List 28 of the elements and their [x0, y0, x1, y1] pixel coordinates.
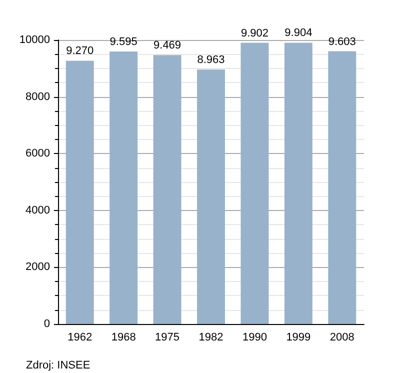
data-label: 9.469 — [154, 40, 182, 52]
y-tick-label: 10000 — [19, 34, 50, 46]
x-tick-label: 1999 — [286, 332, 311, 344]
y-tick-label: 6000 — [26, 148, 50, 160]
y-tick-label: 8000 — [26, 90, 50, 103]
bar — [284, 42, 312, 324]
bar — [66, 60, 94, 324]
x-tick-label: 1968 — [111, 332, 136, 344]
bar — [153, 55, 182, 324]
data-label: 9.603 — [328, 36, 356, 48]
bar — [240, 42, 269, 324]
x-tick-label: 1962 — [68, 332, 92, 344]
text: Zdroj: INSEE — [26, 360, 90, 372]
x-tick-label: 1982 — [198, 332, 224, 344]
bar — [197, 69, 225, 324]
data-label: 9.270 — [66, 45, 94, 58]
data-label: 9.902 — [240, 27, 268, 40]
data-label: 9.595 — [110, 36, 138, 48]
x-tick-label: 2008 — [330, 332, 354, 344]
bar — [110, 52, 138, 324]
y-tick-label: 0 — [44, 318, 50, 330]
x-tick-label: 1975 — [155, 332, 180, 344]
x-tick-label: 1990 — [242, 332, 267, 344]
data-label: 9.904 — [284, 27, 312, 40]
bar — [328, 51, 356, 324]
y-tick-label: 4000 — [26, 204, 50, 216]
y-tick-label: 2000 — [26, 261, 50, 274]
data-label: 8.963 — [197, 54, 225, 66]
